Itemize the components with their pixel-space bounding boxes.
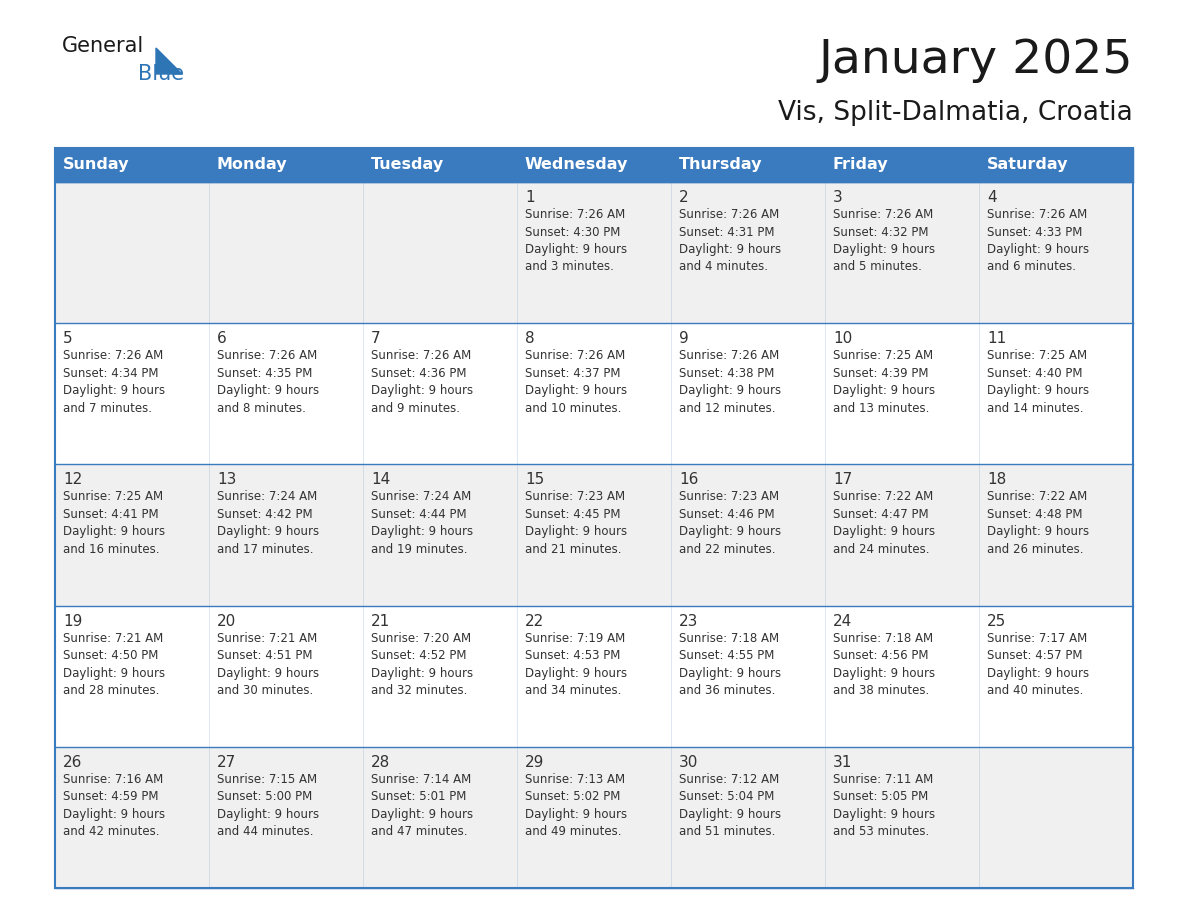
Text: Sunrise: 7:24 AM
Sunset: 4:42 PM
Daylight: 9 hours
and 17 minutes.: Sunrise: 7:24 AM Sunset: 4:42 PM Dayligh… xyxy=(217,490,320,556)
Text: Sunrise: 7:26 AM
Sunset: 4:32 PM
Daylight: 9 hours
and 5 minutes.: Sunrise: 7:26 AM Sunset: 4:32 PM Dayligh… xyxy=(833,208,935,274)
Text: General: General xyxy=(62,36,144,56)
Text: 21: 21 xyxy=(371,613,390,629)
Text: 26: 26 xyxy=(63,755,82,770)
Text: 9: 9 xyxy=(680,331,689,346)
Bar xyxy=(55,606,1133,747)
Text: Sunrise: 7:19 AM
Sunset: 4:53 PM
Daylight: 9 hours
and 34 minutes.: Sunrise: 7:19 AM Sunset: 4:53 PM Dayligh… xyxy=(525,632,627,697)
Text: 18: 18 xyxy=(987,473,1006,487)
Text: 4: 4 xyxy=(987,190,997,205)
Text: Sunrise: 7:23 AM
Sunset: 4:45 PM
Daylight: 9 hours
and 21 minutes.: Sunrise: 7:23 AM Sunset: 4:45 PM Dayligh… xyxy=(525,490,627,556)
Text: 27: 27 xyxy=(217,755,236,770)
Bar xyxy=(517,148,671,182)
Bar xyxy=(55,148,209,182)
Text: 3: 3 xyxy=(833,190,842,205)
Bar xyxy=(55,182,1133,323)
Bar xyxy=(55,747,1133,888)
Text: Sunrise: 7:17 AM
Sunset: 4:57 PM
Daylight: 9 hours
and 40 minutes.: Sunrise: 7:17 AM Sunset: 4:57 PM Dayligh… xyxy=(987,632,1089,697)
Text: Vis, Split-Dalmatia, Croatia: Vis, Split-Dalmatia, Croatia xyxy=(778,100,1133,126)
Text: Sunrise: 7:23 AM
Sunset: 4:46 PM
Daylight: 9 hours
and 22 minutes.: Sunrise: 7:23 AM Sunset: 4:46 PM Dayligh… xyxy=(680,490,782,556)
Text: Sunrise: 7:25 AM
Sunset: 4:39 PM
Daylight: 9 hours
and 13 minutes.: Sunrise: 7:25 AM Sunset: 4:39 PM Dayligh… xyxy=(833,349,935,415)
Text: Sunrise: 7:22 AM
Sunset: 4:47 PM
Daylight: 9 hours
and 24 minutes.: Sunrise: 7:22 AM Sunset: 4:47 PM Dayligh… xyxy=(833,490,935,556)
Bar xyxy=(979,148,1133,182)
Text: Sunrise: 7:26 AM
Sunset: 4:33 PM
Daylight: 9 hours
and 6 minutes.: Sunrise: 7:26 AM Sunset: 4:33 PM Dayligh… xyxy=(987,208,1089,274)
Text: Sunrise: 7:21 AM
Sunset: 4:50 PM
Daylight: 9 hours
and 28 minutes.: Sunrise: 7:21 AM Sunset: 4:50 PM Dayligh… xyxy=(63,632,165,697)
Text: Sunrise: 7:12 AM
Sunset: 5:04 PM
Daylight: 9 hours
and 51 minutes.: Sunrise: 7:12 AM Sunset: 5:04 PM Dayligh… xyxy=(680,773,782,838)
Text: Sunrise: 7:26 AM
Sunset: 4:37 PM
Daylight: 9 hours
and 10 minutes.: Sunrise: 7:26 AM Sunset: 4:37 PM Dayligh… xyxy=(525,349,627,415)
Text: Sunrise: 7:18 AM
Sunset: 4:56 PM
Daylight: 9 hours
and 38 minutes.: Sunrise: 7:18 AM Sunset: 4:56 PM Dayligh… xyxy=(833,632,935,697)
Text: 17: 17 xyxy=(833,473,852,487)
Text: Sunrise: 7:15 AM
Sunset: 5:00 PM
Daylight: 9 hours
and 44 minutes.: Sunrise: 7:15 AM Sunset: 5:00 PM Dayligh… xyxy=(217,773,320,838)
Text: Sunrise: 7:13 AM
Sunset: 5:02 PM
Daylight: 9 hours
and 49 minutes.: Sunrise: 7:13 AM Sunset: 5:02 PM Dayligh… xyxy=(525,773,627,838)
Text: Monday: Monday xyxy=(217,158,287,173)
Text: Sunrise: 7:22 AM
Sunset: 4:48 PM
Daylight: 9 hours
and 26 minutes.: Sunrise: 7:22 AM Sunset: 4:48 PM Dayligh… xyxy=(987,490,1089,556)
Text: Sunrise: 7:26 AM
Sunset: 4:30 PM
Daylight: 9 hours
and 3 minutes.: Sunrise: 7:26 AM Sunset: 4:30 PM Dayligh… xyxy=(525,208,627,274)
Text: 14: 14 xyxy=(371,473,390,487)
Text: 30: 30 xyxy=(680,755,699,770)
Bar xyxy=(364,148,517,182)
Text: Sunrise: 7:24 AM
Sunset: 4:44 PM
Daylight: 9 hours
and 19 minutes.: Sunrise: 7:24 AM Sunset: 4:44 PM Dayligh… xyxy=(371,490,473,556)
Text: Tuesday: Tuesday xyxy=(371,158,444,173)
Text: 24: 24 xyxy=(833,613,852,629)
Text: 28: 28 xyxy=(371,755,390,770)
Text: 12: 12 xyxy=(63,473,82,487)
Text: Sunrise: 7:18 AM
Sunset: 4:55 PM
Daylight: 9 hours
and 36 minutes.: Sunrise: 7:18 AM Sunset: 4:55 PM Dayligh… xyxy=(680,632,782,697)
Text: 5: 5 xyxy=(63,331,72,346)
Text: 10: 10 xyxy=(833,331,852,346)
Text: Sunrise: 7:26 AM
Sunset: 4:34 PM
Daylight: 9 hours
and 7 minutes.: Sunrise: 7:26 AM Sunset: 4:34 PM Dayligh… xyxy=(63,349,165,415)
Bar xyxy=(55,323,1133,465)
Bar xyxy=(824,148,979,182)
Text: Blue: Blue xyxy=(138,64,184,84)
Text: 1: 1 xyxy=(525,190,535,205)
Text: Sunrise: 7:25 AM
Sunset: 4:40 PM
Daylight: 9 hours
and 14 minutes.: Sunrise: 7:25 AM Sunset: 4:40 PM Dayligh… xyxy=(987,349,1089,415)
Text: Sunrise: 7:26 AM
Sunset: 4:36 PM
Daylight: 9 hours
and 9 minutes.: Sunrise: 7:26 AM Sunset: 4:36 PM Dayligh… xyxy=(371,349,473,415)
Text: Saturday: Saturday xyxy=(987,158,1068,173)
Text: 15: 15 xyxy=(525,473,544,487)
Text: Sunrise: 7:21 AM
Sunset: 4:51 PM
Daylight: 9 hours
and 30 minutes.: Sunrise: 7:21 AM Sunset: 4:51 PM Dayligh… xyxy=(217,632,320,697)
Bar xyxy=(671,148,824,182)
Text: 2: 2 xyxy=(680,190,689,205)
Text: 29: 29 xyxy=(525,755,544,770)
Text: 31: 31 xyxy=(833,755,852,770)
Bar xyxy=(55,148,1133,888)
Text: Sunrise: 7:16 AM
Sunset: 4:59 PM
Daylight: 9 hours
and 42 minutes.: Sunrise: 7:16 AM Sunset: 4:59 PM Dayligh… xyxy=(63,773,165,838)
Text: 8: 8 xyxy=(525,331,535,346)
Text: 23: 23 xyxy=(680,613,699,629)
Text: Sunrise: 7:14 AM
Sunset: 5:01 PM
Daylight: 9 hours
and 47 minutes.: Sunrise: 7:14 AM Sunset: 5:01 PM Dayligh… xyxy=(371,773,473,838)
Bar xyxy=(209,148,364,182)
Text: 11: 11 xyxy=(987,331,1006,346)
Text: 16: 16 xyxy=(680,473,699,487)
Text: Sunrise: 7:26 AM
Sunset: 4:38 PM
Daylight: 9 hours
and 12 minutes.: Sunrise: 7:26 AM Sunset: 4:38 PM Dayligh… xyxy=(680,349,782,415)
Text: 20: 20 xyxy=(217,613,236,629)
Text: Sunrise: 7:26 AM
Sunset: 4:31 PM
Daylight: 9 hours
and 4 minutes.: Sunrise: 7:26 AM Sunset: 4:31 PM Dayligh… xyxy=(680,208,782,274)
Text: Sunrise: 7:26 AM
Sunset: 4:35 PM
Daylight: 9 hours
and 8 minutes.: Sunrise: 7:26 AM Sunset: 4:35 PM Dayligh… xyxy=(217,349,320,415)
Text: Thursday: Thursday xyxy=(680,158,763,173)
Text: 22: 22 xyxy=(525,613,544,629)
Bar xyxy=(55,465,1133,606)
Text: 6: 6 xyxy=(217,331,227,346)
Text: 7: 7 xyxy=(371,331,380,346)
Text: Sunrise: 7:20 AM
Sunset: 4:52 PM
Daylight: 9 hours
and 32 minutes.: Sunrise: 7:20 AM Sunset: 4:52 PM Dayligh… xyxy=(371,632,473,697)
Bar xyxy=(55,148,1133,182)
Text: January 2025: January 2025 xyxy=(819,38,1133,83)
Text: Sunday: Sunday xyxy=(63,158,129,173)
Text: 25: 25 xyxy=(987,613,1006,629)
Text: 19: 19 xyxy=(63,613,82,629)
Polygon shape xyxy=(156,48,182,74)
Text: 13: 13 xyxy=(217,473,236,487)
Text: Wednesday: Wednesday xyxy=(525,158,628,173)
Text: Friday: Friday xyxy=(833,158,889,173)
Text: Sunrise: 7:11 AM
Sunset: 5:05 PM
Daylight: 9 hours
and 53 minutes.: Sunrise: 7:11 AM Sunset: 5:05 PM Dayligh… xyxy=(833,773,935,838)
Text: Sunrise: 7:25 AM
Sunset: 4:41 PM
Daylight: 9 hours
and 16 minutes.: Sunrise: 7:25 AM Sunset: 4:41 PM Dayligh… xyxy=(63,490,165,556)
